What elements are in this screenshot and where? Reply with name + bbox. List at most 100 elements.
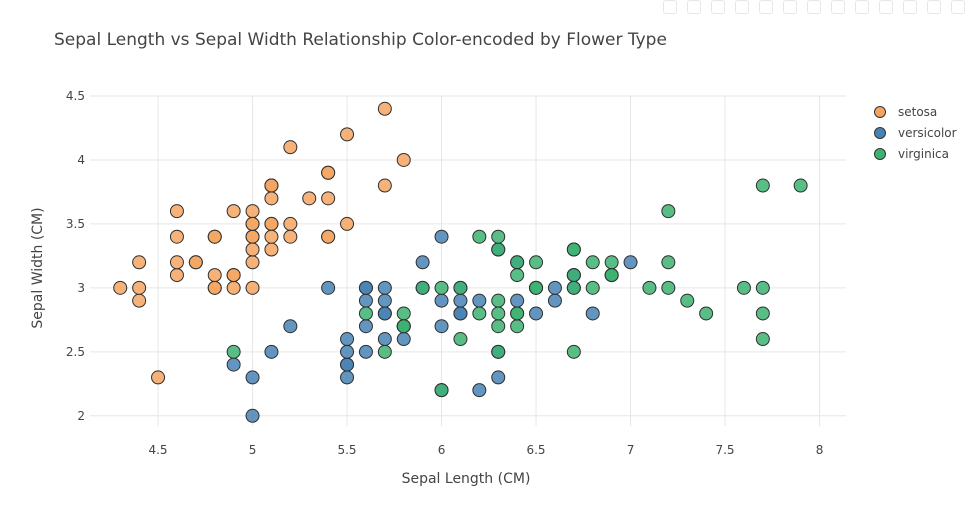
point-versicolor[interactable]	[377, 332, 392, 347]
point-setosa[interactable]	[283, 229, 298, 244]
point-versicolor[interactable]	[358, 280, 373, 295]
point-versicolor[interactable]	[245, 408, 260, 423]
point-virginica[interactable]	[396, 319, 411, 334]
point-versicolor[interactable]	[377, 280, 392, 295]
point-virginica[interactable]	[472, 229, 487, 244]
point-virginica[interactable]	[699, 306, 714, 321]
point-virginica[interactable]	[755, 280, 770, 295]
point-versicolor[interactable]	[358, 344, 373, 359]
reset-axes-icon[interactable]	[855, 0, 869, 14]
point-versicolor[interactable]	[358, 319, 373, 334]
point-virginica[interactable]	[566, 344, 581, 359]
point-virginica[interactable]	[604, 268, 619, 283]
point-virginica[interactable]	[453, 280, 468, 295]
point-virginica[interactable]	[661, 280, 676, 295]
point-versicolor[interactable]	[283, 319, 298, 334]
legend-item-setosa[interactable]: setosa	[874, 101, 957, 122]
point-virginica[interactable]	[661, 204, 676, 219]
point-versicolor[interactable]	[585, 306, 600, 321]
point-setosa[interactable]	[340, 127, 355, 142]
point-setosa[interactable]	[340, 216, 355, 231]
point-versicolor[interactable]	[340, 332, 355, 347]
point-virginica[interactable]	[453, 332, 468, 347]
zoom-out-icon[interactable]	[807, 0, 821, 14]
point-virginica[interactable]	[755, 178, 770, 193]
point-versicolor[interactable]	[529, 306, 544, 321]
point-versicolor[interactable]	[321, 280, 336, 295]
point-setosa[interactable]	[132, 280, 147, 295]
point-versicolor[interactable]	[340, 344, 355, 359]
box-select-icon[interactable]	[735, 0, 749, 14]
point-virginica[interactable]	[529, 255, 544, 270]
point-setosa[interactable]	[245, 280, 260, 295]
point-setosa[interactable]	[377, 101, 392, 116]
point-virginica[interactable]	[491, 344, 506, 359]
point-virginica[interactable]	[529, 280, 544, 295]
point-setosa[interactable]	[321, 229, 336, 244]
point-setosa[interactable]	[113, 280, 128, 295]
point-virginica[interactable]	[566, 242, 581, 257]
point-versicolor[interactable]	[434, 319, 449, 334]
point-versicolor[interactable]	[472, 383, 487, 398]
hover-compare-icon[interactable]	[927, 0, 941, 14]
point-virginica[interactable]	[358, 306, 373, 321]
point-versicolor[interactable]	[377, 306, 392, 321]
point-setosa[interactable]	[226, 280, 241, 295]
point-versicolor[interactable]	[396, 332, 411, 347]
point-virginica[interactable]	[755, 306, 770, 321]
point-versicolor[interactable]	[510, 293, 525, 308]
point-virginica[interactable]	[491, 293, 506, 308]
point-virginica[interactable]	[415, 280, 430, 295]
point-setosa[interactable]	[207, 229, 222, 244]
point-setosa[interactable]	[264, 216, 279, 231]
point-versicolor[interactable]	[340, 370, 355, 385]
point-virginica[interactable]	[434, 280, 449, 295]
zoom-icon[interactable]	[687, 0, 701, 14]
point-versicolor[interactable]	[491, 370, 506, 385]
point-versicolor[interactable]	[245, 370, 260, 385]
point-setosa[interactable]	[264, 178, 279, 193]
point-setosa[interactable]	[169, 229, 184, 244]
point-setosa[interactable]	[226, 204, 241, 219]
point-virginica[interactable]	[585, 255, 600, 270]
lasso-select-icon[interactable]	[759, 0, 773, 14]
point-versicolor[interactable]	[434, 229, 449, 244]
point-setosa[interactable]	[245, 229, 260, 244]
point-setosa[interactable]	[132, 255, 147, 270]
point-setosa[interactable]	[321, 165, 336, 180]
point-setosa[interactable]	[245, 242, 260, 257]
point-setosa[interactable]	[188, 255, 203, 270]
point-versicolor[interactable]	[623, 255, 638, 270]
point-virginica[interactable]	[661, 255, 676, 270]
point-setosa[interactable]	[207, 280, 222, 295]
zoom-in-icon[interactable]	[783, 0, 797, 14]
point-virginica[interactable]	[491, 306, 506, 321]
point-setosa[interactable]	[245, 255, 260, 270]
point-versicolor[interactable]	[472, 293, 487, 308]
point-versicolor[interactable]	[453, 306, 468, 321]
point-virginica[interactable]	[585, 280, 600, 295]
point-virginica[interactable]	[510, 306, 525, 321]
point-setosa[interactable]	[245, 216, 260, 231]
spike-lines-icon[interactable]	[879, 0, 893, 14]
point-setosa[interactable]	[226, 268, 241, 283]
point-setosa[interactable]	[377, 178, 392, 193]
point-virginica[interactable]	[396, 306, 411, 321]
camera-icon[interactable]	[663, 0, 677, 14]
point-setosa[interactable]	[169, 255, 184, 270]
point-virginica[interactable]	[604, 255, 619, 270]
point-virginica[interactable]	[642, 280, 657, 295]
point-virginica[interactable]	[491, 242, 506, 257]
point-virginica[interactable]	[566, 268, 581, 283]
point-setosa[interactable]	[169, 204, 184, 219]
point-virginica[interactable]	[793, 178, 808, 193]
point-versicolor[interactable]	[415, 255, 430, 270]
point-setosa[interactable]	[396, 152, 411, 167]
point-virginica[interactable]	[226, 344, 241, 359]
point-versicolor[interactable]	[340, 357, 355, 372]
legend-item-versicolor[interactable]: versicolor	[874, 122, 957, 143]
point-setosa[interactable]	[264, 242, 279, 257]
point-virginica[interactable]	[736, 280, 751, 295]
point-setosa[interactable]	[283, 216, 298, 231]
